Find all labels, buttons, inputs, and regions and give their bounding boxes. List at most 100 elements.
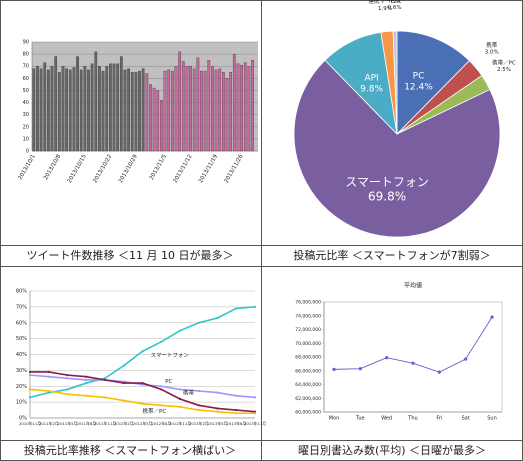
point xyxy=(178,405,182,408)
x-tick-label: 2013年11月 xyxy=(244,421,266,426)
y-tick-label: 0 xyxy=(26,149,29,155)
bar xyxy=(39,68,43,152)
bar xyxy=(138,70,141,152)
y-tick-label: 60 xyxy=(23,76,29,82)
bar xyxy=(185,66,189,152)
bar xyxy=(240,64,243,152)
x-tick-label: 2012年8月 xyxy=(151,421,171,426)
y-tick-label: 70 xyxy=(23,64,29,70)
caption: 投稿元比率推移 ＜スマートフォン横ばい＞ xyxy=(24,443,236,457)
bar xyxy=(134,72,138,152)
y-tick-label: 30 xyxy=(23,112,29,118)
bar xyxy=(218,68,222,152)
slice-label: iPad xyxy=(389,0,400,5)
bar xyxy=(167,69,171,152)
x-tick-label: 2013/10/29 xyxy=(118,153,139,184)
bar xyxy=(68,69,72,152)
point xyxy=(385,356,389,360)
point xyxy=(103,378,107,381)
slice-label: API xyxy=(364,73,378,83)
bar xyxy=(207,60,211,152)
point xyxy=(332,367,336,371)
slice-label: 携帯 xyxy=(486,41,498,49)
bar xyxy=(189,66,192,152)
x-tick-label: 2013/10/8 xyxy=(43,153,63,181)
y-tick-label: 76,000,000 xyxy=(295,300,321,306)
x-tick-label: 2011年11月 xyxy=(94,421,116,426)
point xyxy=(216,391,219,394)
x-tick-label: Tue xyxy=(355,416,365,422)
x-tick-label: 2013年2月 xyxy=(189,421,209,426)
y-tick-label: 68,000,000 xyxy=(295,355,321,361)
point xyxy=(178,397,182,401)
bar xyxy=(90,63,94,152)
bar xyxy=(160,99,163,152)
bar xyxy=(72,67,76,152)
bar xyxy=(101,70,105,152)
point xyxy=(235,408,238,412)
bar xyxy=(76,56,79,152)
point xyxy=(66,393,69,396)
slice-label: スマートフォン xyxy=(345,175,429,189)
point xyxy=(28,388,32,391)
point xyxy=(490,315,494,319)
point xyxy=(103,377,107,380)
x-tick-label: 2013年5月 xyxy=(208,421,228,426)
y-tick-label: 30% xyxy=(16,368,27,374)
point xyxy=(122,381,125,385)
point xyxy=(28,396,32,399)
y-tick-label: 40% xyxy=(16,352,27,358)
x-tick-label: 2011年8月 xyxy=(76,421,96,426)
y-tick-label: 80% xyxy=(16,289,27,295)
plot-area xyxy=(323,301,503,413)
bar xyxy=(181,61,185,152)
point xyxy=(66,388,69,391)
x-tick-label: Sun xyxy=(487,416,497,422)
point xyxy=(216,410,219,413)
bar xyxy=(214,69,218,152)
bar xyxy=(156,90,160,152)
point xyxy=(160,385,163,388)
point xyxy=(122,364,125,367)
series-label: 携帯 xyxy=(183,388,195,396)
y-tick-label: 70% xyxy=(16,304,27,310)
slice-value: 1.9% xyxy=(378,6,392,12)
point xyxy=(358,367,362,371)
y-tick-label: 10% xyxy=(16,400,27,406)
point xyxy=(216,407,219,410)
point xyxy=(197,408,200,412)
y-tick-label: 10 xyxy=(23,136,29,142)
x-tick-label: 2011年2月 xyxy=(39,421,59,426)
pie-slice xyxy=(293,59,501,238)
x-tick-label: Sat xyxy=(462,416,470,422)
point xyxy=(197,389,200,393)
point xyxy=(85,375,88,378)
y-tick-label: 60% xyxy=(16,320,27,326)
bar xyxy=(94,51,98,152)
point xyxy=(178,388,182,391)
x-tick-label: 2013/11/19 xyxy=(198,153,219,184)
point xyxy=(141,381,144,385)
bar xyxy=(112,63,116,152)
bar xyxy=(36,66,39,152)
bar xyxy=(170,70,174,152)
point xyxy=(47,370,50,374)
point xyxy=(85,378,88,381)
point xyxy=(141,402,144,405)
x-tick-label: Mon xyxy=(329,416,340,422)
caption: 曜日別書込み数(平均) ＜日曜が最多＞ xyxy=(298,443,486,457)
bar xyxy=(229,72,233,152)
bar xyxy=(130,72,134,152)
y-tick-label: 20 xyxy=(23,124,29,130)
bar xyxy=(141,68,145,152)
bar xyxy=(43,62,47,152)
point xyxy=(253,410,257,413)
bar xyxy=(243,62,247,152)
point xyxy=(235,307,238,310)
y-tick-label: 80 xyxy=(23,52,29,58)
bar xyxy=(65,68,68,152)
bar xyxy=(119,56,123,152)
bar xyxy=(196,57,200,152)
point xyxy=(28,374,32,377)
